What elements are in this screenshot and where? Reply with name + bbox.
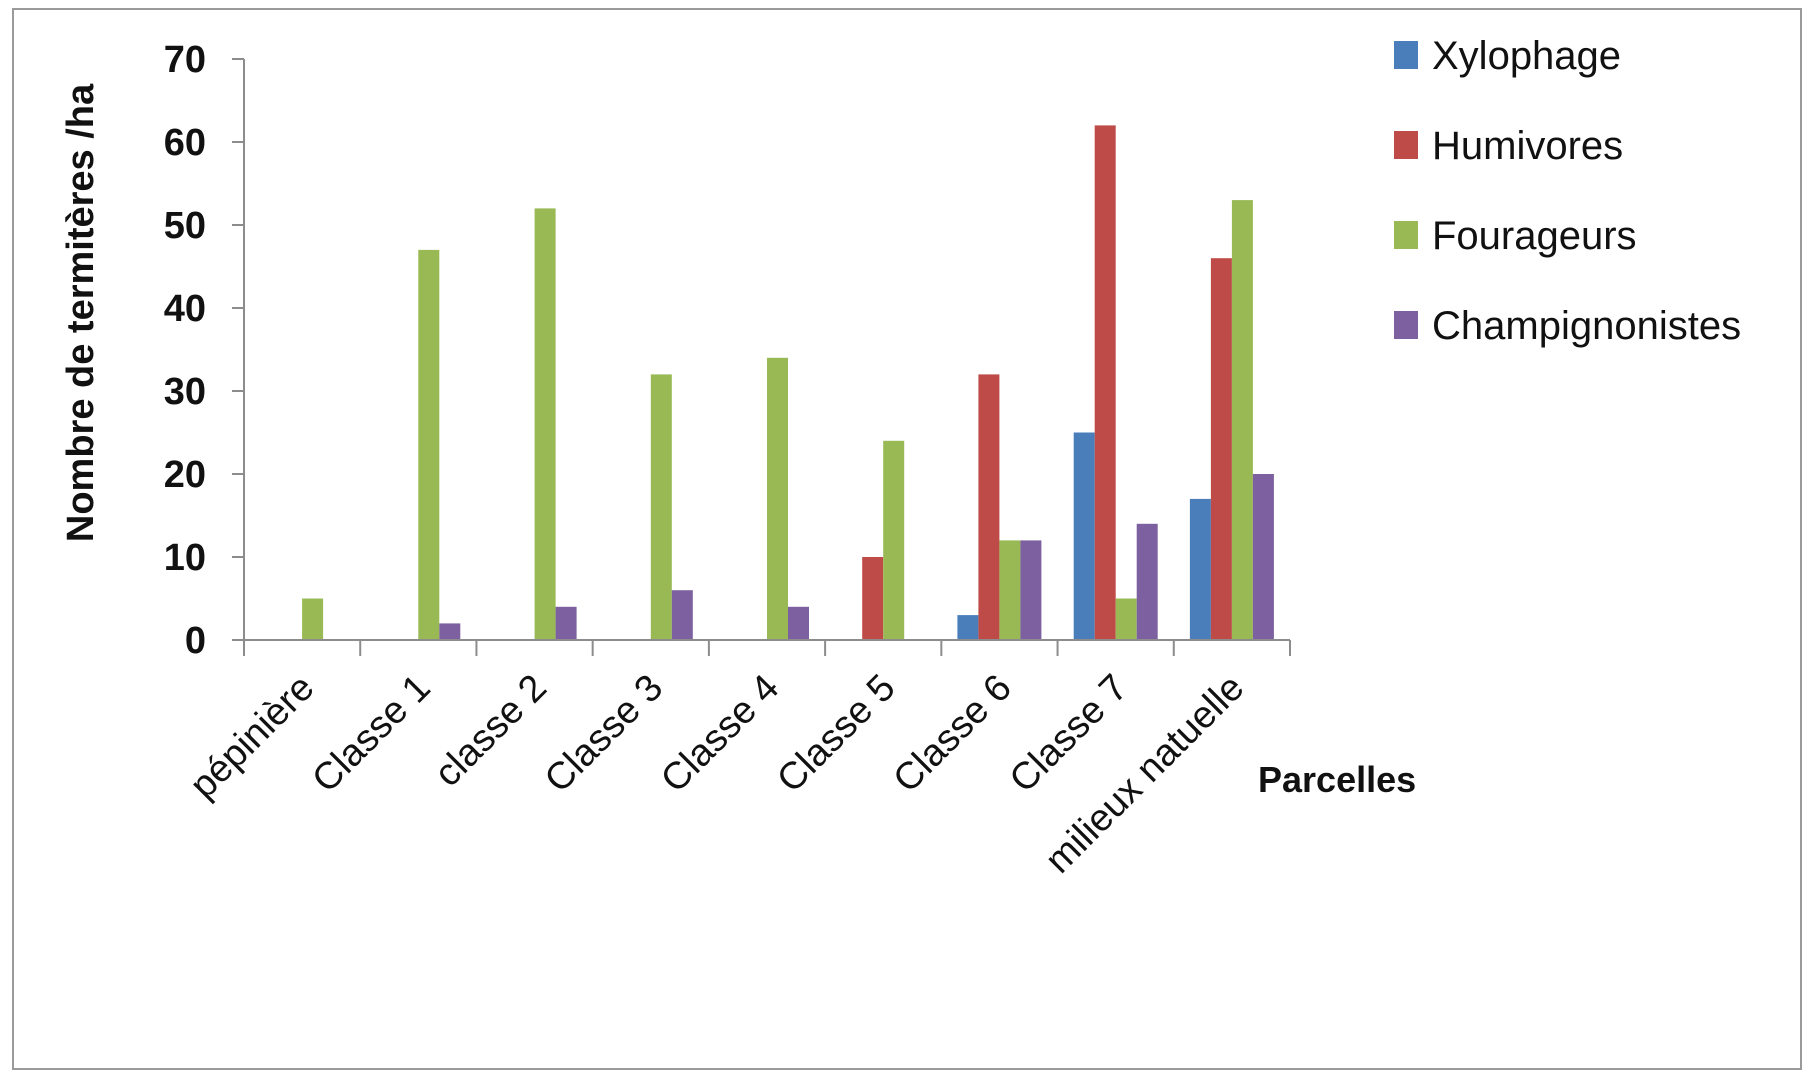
- x-tick-label: milieux natuelle: [1037, 667, 1252, 882]
- legend-label-xylophage: Xylophage: [1432, 34, 1621, 78]
- bar-humivores-6: [978, 374, 1000, 640]
- bar-xylophage-7: [1073, 432, 1095, 640]
- legend-label-humivores: Humivores: [1432, 124, 1623, 168]
- legend-label-fourageurs: Fourageurs: [1432, 214, 1637, 258]
- x-tick-label: pépinière: [182, 667, 322, 807]
- x-tick-label: Classe 1: [304, 667, 438, 801]
- bar-xylophage-6: [957, 615, 979, 640]
- y-tick-label: 60: [164, 122, 206, 164]
- bar-humivores-8: [1210, 258, 1232, 640]
- bar-fourageurs-6: [999, 540, 1021, 640]
- legend-swatch-humivores: [1394, 131, 1418, 159]
- bar-champignonistes-3: [671, 590, 693, 640]
- chart-frame: [12, 8, 1802, 1070]
- bar-fourageurs-2: [534, 208, 556, 640]
- legend-swatch-champignonistes: [1394, 311, 1418, 339]
- bar-champignonistes-8: [1252, 474, 1274, 640]
- bar-champignonistes-1: [439, 623, 461, 640]
- bar-fourageurs-7: [1115, 598, 1137, 640]
- x-axis-label: Parcelles: [1258, 759, 1416, 800]
- x-tick-label: Classe 6: [886, 667, 1020, 801]
- legend-swatch-xylophage: [1394, 41, 1418, 69]
- x-tick-label: Classe 4: [653, 667, 787, 801]
- x-tick-label: Classe 5: [769, 667, 903, 801]
- legend-label-champignonistes: Champignonistes: [1432, 304, 1741, 348]
- bar-xylophage-8: [1189, 498, 1211, 640]
- x-tick-label: Classe 3: [537, 667, 671, 801]
- bar-humivores-7: [1094, 125, 1116, 640]
- legend: Xylophage Humivores Fourageurs Champignonis…: [1394, 34, 1741, 348]
- bar-champignonistes-6: [1020, 540, 1042, 640]
- y-axis-label: Nombre de termitères /ha: [60, 83, 102, 542]
- x-tick-label: classe 2: [427, 667, 555, 795]
- bar-humivores-5: [862, 557, 884, 640]
- legend-swatch-fourageurs: [1394, 221, 1418, 249]
- bar-champignonistes-2: [555, 606, 577, 640]
- y-tick-label: 0: [185, 620, 206, 662]
- bar-fourageurs-5: [883, 440, 905, 640]
- bars-group: [302, 125, 1274, 640]
- bar-fourageurs-3: [650, 374, 672, 640]
- y-tick-label: 30: [164, 371, 206, 413]
- bar-fourageurs-0: [302, 598, 324, 640]
- y-tick-label: 40: [164, 288, 206, 330]
- y-tick-label: 20: [164, 454, 206, 496]
- bar-champignonistes-7: [1136, 523, 1158, 640]
- bar-fourageurs-4: [767, 357, 788, 640]
- y-tick-label: 50: [164, 205, 206, 247]
- bar-champignonistes-4: [788, 606, 809, 640]
- y-tick-label: 70: [164, 39, 206, 81]
- y-ticks-group: 0 10 20 30 40 50 60 70: [164, 39, 244, 662]
- bar-fourageurs-1: [418, 249, 440, 640]
- y-tick-label: 10: [164, 537, 206, 579]
- bar-fourageurs-8: [1231, 200, 1253, 640]
